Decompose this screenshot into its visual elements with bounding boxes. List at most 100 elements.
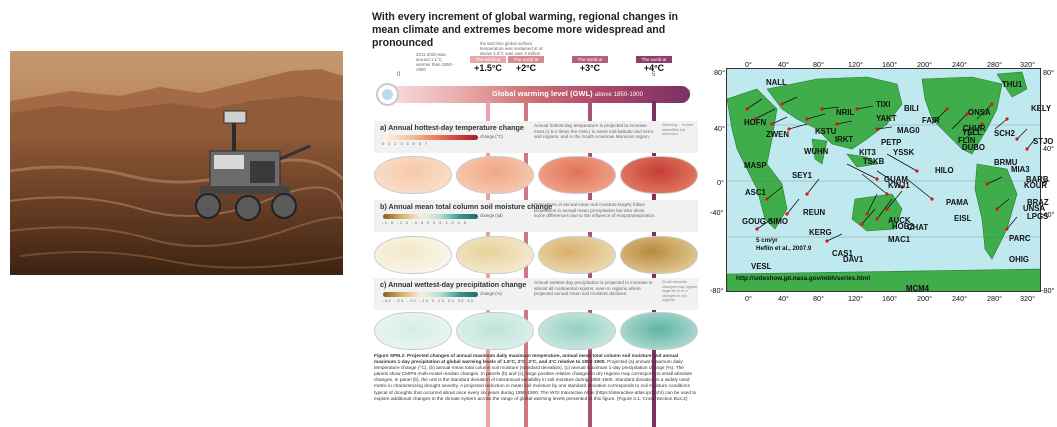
station-label-dav1: DAV1 bbox=[843, 255, 864, 264]
station-label-kour: KOUR bbox=[1024, 181, 1047, 190]
station-label-cas1: CAS1 bbox=[832, 249, 853, 258]
velocity-arrow bbox=[976, 103, 993, 120]
lat-label-80: 80° bbox=[714, 68, 726, 77]
lon-label-bottom-200: 200° bbox=[917, 294, 933, 303]
station-label-mag0: MAG0 bbox=[897, 126, 920, 135]
station-dot bbox=[885, 192, 889, 196]
station-dot bbox=[915, 169, 919, 173]
velocity-arrow bbox=[931, 108, 948, 125]
lon-label-bottom-120: 120° bbox=[848, 294, 864, 303]
station-label-mcm4: MCM4 bbox=[906, 284, 929, 293]
station-label-nall: NALL bbox=[766, 78, 787, 87]
gwl-label: Global warming level (GWL) above 1850-19… bbox=[492, 89, 644, 98]
lon-label-bottom-160: 160° bbox=[882, 294, 898, 303]
map-b-3 bbox=[538, 236, 616, 274]
velocity-arrow bbox=[756, 218, 773, 230]
continents-graphic bbox=[727, 71, 1040, 291]
station-dot bbox=[965, 112, 969, 116]
station-label-tskb: TSKB bbox=[863, 157, 885, 166]
velocity-arrow bbox=[906, 178, 933, 200]
station-label-hob2: HOB2 bbox=[892, 222, 914, 231]
figure-caption: Figure SPM.2: Projected changes of annua… bbox=[374, 354, 697, 402]
station-label-thu1: THU1 bbox=[1002, 80, 1023, 89]
world-box-2: The world at +2°C bbox=[508, 56, 544, 82]
station-dot bbox=[1005, 117, 1009, 121]
station-label-stjo: STJO bbox=[1033, 137, 1054, 146]
note-2011-2020: 2011-2020 was around 1.1°C warmer than 1… bbox=[416, 52, 454, 72]
lat-label-right-minus80: -80° bbox=[1041, 286, 1055, 295]
station-dot bbox=[865, 212, 869, 216]
unit-c: °C bbox=[684, 90, 691, 96]
velocity-arrow bbox=[876, 170, 903, 188]
lon-label-bottom-40: 40° bbox=[778, 294, 790, 303]
lon-label-bottom-240: 240° bbox=[952, 294, 968, 303]
gps-velocity-map: 80° 40° 0° -40° -80° 80° 40° 0° -40° -80… bbox=[710, 60, 1057, 304]
station-label-eisl: EISL bbox=[954, 214, 972, 223]
station-label-nril: NRIL bbox=[836, 108, 855, 117]
lon-label-top-0: 0° bbox=[745, 60, 752, 69]
station-label-masp: MASP bbox=[744, 161, 767, 170]
station-label-kely: KELY bbox=[1031, 104, 1052, 113]
lon-label-top-200: 200° bbox=[917, 60, 933, 69]
lon-label-top-160: 160° bbox=[882, 60, 898, 69]
lon-label-top-320: 320° bbox=[1020, 60, 1036, 69]
lat-label-right-40: 40° bbox=[1043, 144, 1055, 153]
station-label-yakt: YAKT bbox=[876, 114, 897, 123]
lat-label-40: 40° bbox=[714, 124, 726, 133]
velocity-arrow bbox=[856, 105, 874, 110]
thermometer-bulb-icon bbox=[376, 83, 399, 106]
station-dot bbox=[860, 222, 864, 226]
station-dot bbox=[745, 107, 749, 111]
map-b-2 bbox=[456, 236, 534, 274]
lon-label-bottom-280: 280° bbox=[987, 294, 1003, 303]
velocity-arrow bbox=[866, 193, 878, 215]
lat-label-minus40: -40° bbox=[710, 208, 724, 217]
station-label-goug: GOUG bbox=[742, 217, 766, 226]
station-dot bbox=[755, 227, 759, 231]
station-label-sey1: SEY1 bbox=[792, 171, 812, 180]
velocity-arrow bbox=[876, 198, 893, 220]
station-label-braz: BRAZ bbox=[1027, 198, 1049, 207]
scale-and-reference: 5 cm/yr Heflin et al., 2007.9 bbox=[756, 237, 811, 252]
station-dot bbox=[855, 107, 859, 111]
velocity-arrow bbox=[951, 113, 968, 130]
station-label-pama: PAMA bbox=[946, 198, 969, 207]
station-label-unsa: UNSA bbox=[1023, 204, 1046, 213]
station-label-petp: PETP bbox=[881, 138, 902, 147]
station-dot bbox=[825, 239, 829, 243]
velocity-arrow bbox=[788, 123, 808, 130]
panel-c-header: c) Annual wettest-day precipitation chan… bbox=[374, 278, 698, 310]
map-a-3 bbox=[538, 156, 616, 194]
station-label-dubo: DUBO bbox=[962, 143, 985, 152]
station-dot bbox=[875, 127, 879, 131]
station-label-lpgs: LPGS bbox=[1027, 212, 1049, 221]
station-label-simo: SIMO bbox=[768, 217, 788, 226]
panel-a-header: a) Annual hottest-day temperature change… bbox=[374, 121, 698, 153]
station-dot bbox=[787, 127, 791, 131]
ipcc-figure: With every increment of global warming, … bbox=[370, 8, 702, 427]
station-dot bbox=[1015, 137, 1019, 141]
station-label-yell: YELL bbox=[962, 128, 982, 137]
velocity-arrow bbox=[826, 233, 843, 242]
station-label-barb: BARB bbox=[1026, 175, 1049, 184]
station-label-hofn: HOFN bbox=[744, 118, 767, 127]
velocity-arrow bbox=[766, 186, 783, 200]
world-box-1-5: The world at +1.5°C bbox=[470, 56, 506, 82]
station-dot bbox=[765, 197, 769, 201]
lon-label-top-120: 120° bbox=[848, 60, 864, 69]
velocity-arrow bbox=[806, 113, 826, 120]
velocity-arrow bbox=[771, 116, 788, 125]
station-label-guam: GUAM bbox=[884, 175, 908, 184]
station-dot bbox=[900, 185, 904, 189]
station-label-yssk: YSSK bbox=[893, 148, 915, 157]
gps-map-frame bbox=[726, 68, 1041, 292]
lon-label-top-240: 240° bbox=[952, 60, 968, 69]
station-label-kwj1: KWJ1 bbox=[888, 181, 910, 190]
velocity-arrow bbox=[986, 176, 1003, 185]
station-dot bbox=[930, 197, 934, 201]
station-label-fair: FAIR bbox=[922, 116, 940, 125]
lat-label-0: 0° bbox=[717, 178, 724, 187]
map-b-1-5 bbox=[374, 236, 452, 274]
velocity-arrow bbox=[836, 120, 853, 125]
